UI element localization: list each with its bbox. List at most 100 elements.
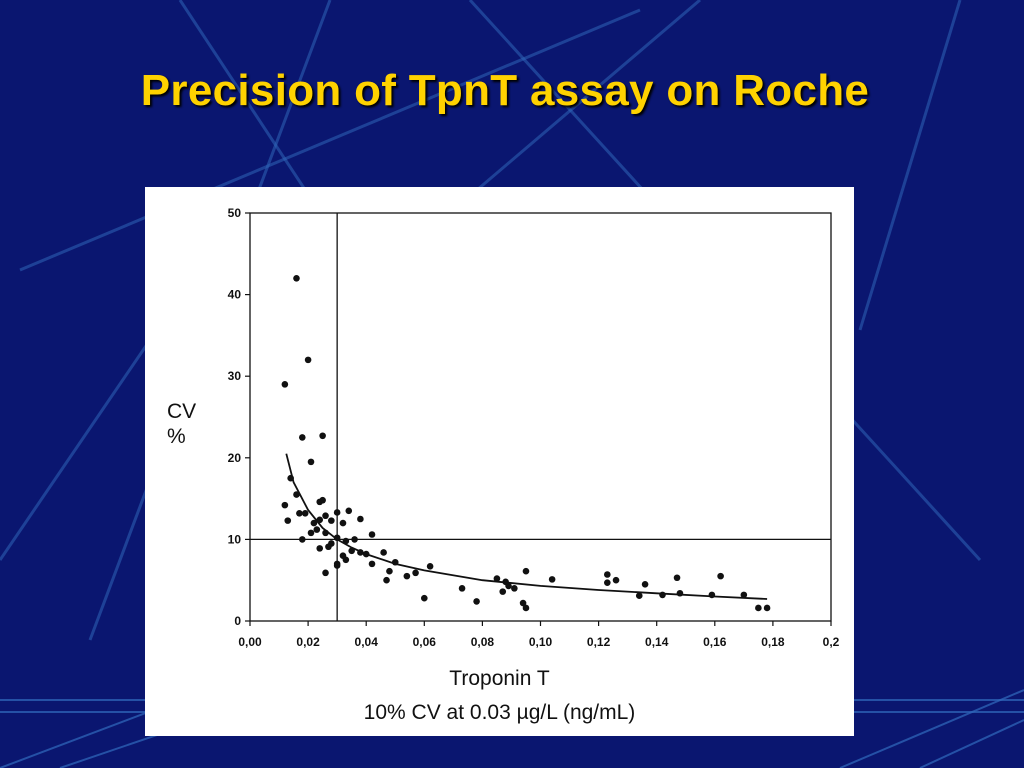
data-point <box>307 458 315 466</box>
data-point <box>673 574 681 582</box>
data-point <box>519 599 527 607</box>
data-point <box>342 537 350 545</box>
y-tick-label: 40 <box>228 288 242 302</box>
data-point <box>325 543 332 551</box>
data-point <box>293 491 300 498</box>
data-point <box>635 592 643 600</box>
data-point <box>604 571 611 578</box>
data-point <box>755 604 762 612</box>
scatter-chart: 0 10 20 30 40 50 0,00 0,02 0,04 0,06 0,08 0,10 0,12… <box>228 206 840 649</box>
data-point <box>345 507 353 515</box>
data-point <box>351 536 358 543</box>
data-point <box>740 591 748 599</box>
data-point <box>319 496 326 504</box>
data-point <box>641 580 649 588</box>
data-point <box>659 591 666 599</box>
data-point <box>426 563 434 570</box>
data-point <box>313 526 321 533</box>
x-tick-label: 0,10 <box>529 635 553 649</box>
x-axis-note: 10% CV at 0.03 µg/L (ng/mL) <box>363 701 636 724</box>
y-tick-label: 10 <box>228 532 242 546</box>
data-point <box>322 569 329 577</box>
data-point <box>676 589 684 597</box>
data-point <box>316 516 324 524</box>
data-point <box>383 576 390 584</box>
data-point <box>362 550 370 558</box>
chart-figure: 0 10 20 30 40 50 0,00 0,02 0,04 0,06 0,08 0,10 0,12… <box>145 187 854 736</box>
data-point <box>298 434 306 441</box>
data-point <box>499 588 507 595</box>
y-axis-label-line1: CV <box>167 400 197 423</box>
data-point <box>307 529 315 537</box>
data-point <box>281 501 289 509</box>
data-point <box>298 536 306 543</box>
x-tick-label: 0,02 <box>296 635 320 649</box>
data-point <box>380 549 387 556</box>
data-point <box>287 474 294 482</box>
y-tick-label: 30 <box>228 369 242 383</box>
data-point <box>319 432 326 440</box>
data-point <box>339 519 347 527</box>
y-tick-label: 0 <box>234 614 241 628</box>
x-tick-label: 0,2 <box>823 635 840 649</box>
data-point <box>310 519 318 527</box>
data-point <box>421 594 428 602</box>
x-tick-label: 0,18 <box>761 635 785 649</box>
data-point <box>316 545 324 552</box>
data-point <box>284 517 292 524</box>
x-tick-label: 0,00 <box>238 635 262 649</box>
data-point <box>333 562 341 569</box>
data-point <box>328 517 335 524</box>
data-point <box>708 591 716 599</box>
data-point <box>458 585 466 592</box>
data-point <box>348 547 355 555</box>
data-point <box>403 572 411 580</box>
data-point <box>281 381 289 388</box>
y-axis-ticks: 0 10 20 30 40 50 <box>228 206 250 628</box>
data-point <box>493 575 501 582</box>
data-point <box>717 572 724 580</box>
data-point <box>293 274 300 282</box>
data-point <box>296 509 303 517</box>
data-point <box>333 509 341 516</box>
x-tick-label: 0,08 <box>471 635 495 649</box>
x-axis-label: Troponin T <box>449 667 550 690</box>
data-point <box>342 556 350 564</box>
data-point <box>612 576 620 584</box>
data-point <box>301 509 309 517</box>
y-axis-label-line2: % <box>167 425 186 448</box>
data-point <box>505 582 512 590</box>
data-points <box>281 274 771 612</box>
data-point <box>548 576 556 583</box>
x-axis-ticks: 0,00 0,02 0,04 0,06 0,08 0,10 0,12 0,14 0,16 0,18… <box>238 621 840 649</box>
fit-curve <box>285 453 768 600</box>
x-tick-label: 0,16 <box>703 635 727 649</box>
y-tick-label: 50 <box>228 206 242 220</box>
data-point <box>368 531 376 538</box>
data-point <box>412 569 419 577</box>
data-point <box>391 558 399 566</box>
data-point <box>522 567 530 575</box>
data-point <box>357 515 364 523</box>
data-point <box>473 598 480 605</box>
data-point <box>763 604 771 612</box>
data-point <box>333 534 341 542</box>
fit-curve-group <box>285 453 768 600</box>
x-tick-label: 0,12 <box>587 635 611 649</box>
data-point <box>304 356 312 364</box>
data-point <box>368 560 376 568</box>
data-point <box>386 567 393 575</box>
data-point <box>357 549 364 556</box>
data-point <box>322 512 329 520</box>
y-axis-label: CV % <box>167 399 196 449</box>
x-tick-label: 0,06 <box>413 635 437 649</box>
data-point <box>511 585 518 592</box>
y-tick-label: 20 <box>228 451 242 465</box>
x-tick-label: 0,04 <box>355 635 379 649</box>
data-point <box>522 604 530 612</box>
data-point <box>322 529 329 537</box>
x-tick-label: 0,14 <box>645 635 669 649</box>
data-point <box>604 579 611 586</box>
reference-lines <box>250 213 831 621</box>
slide-title: Precision of TpnT assay on Roche <box>140 66 870 115</box>
